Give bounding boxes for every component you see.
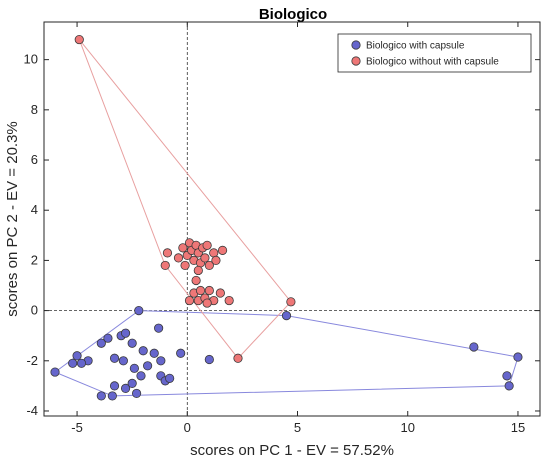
series-1-point bbox=[233, 353, 243, 363]
series-0-point bbox=[109, 353, 120, 363]
series-0-point bbox=[176, 348, 186, 358]
series-0-point bbox=[281, 311, 292, 321]
series-0-point bbox=[504, 381, 514, 391]
series-1-point bbox=[74, 34, 84, 45]
series-0-point bbox=[136, 371, 146, 381]
y-tick-label: -2 bbox=[26, 353, 38, 368]
x-tick-label: 15 bbox=[511, 420, 525, 435]
series-1-point bbox=[178, 243, 188, 253]
series-0-point bbox=[96, 391, 106, 401]
series-0-point bbox=[109, 381, 120, 391]
series-0-point bbox=[72, 351, 82, 361]
y-tick-label: 10 bbox=[24, 52, 38, 67]
ticks-layer: -5 0 5 10 15 -4 -2 0 2 4 6 8 10 bbox=[24, 22, 540, 435]
series-0-point bbox=[127, 338, 137, 348]
series-0-point bbox=[131, 388, 142, 399]
series-0-point bbox=[502, 371, 512, 381]
series-1-point bbox=[200, 253, 210, 263]
legend-label: Biologico with capsule bbox=[366, 41, 465, 52]
series-0-point bbox=[156, 356, 166, 366]
series-0-point bbox=[165, 373, 175, 383]
series-1-point bbox=[204, 285, 214, 296]
series-0-point bbox=[513, 352, 523, 362]
series-1-point bbox=[180, 260, 190, 271]
series-1-point bbox=[162, 248, 173, 258]
series-1-point bbox=[173, 253, 184, 263]
y-axis-title: scores on PC 2 - EV = 20.3% bbox=[4, 121, 21, 317]
series-1-point bbox=[204, 260, 214, 271]
legend-marker bbox=[351, 40, 361, 50]
y-tick-label: 2 bbox=[31, 252, 38, 267]
legend-label: Biologico without with capsule bbox=[366, 57, 499, 68]
series-1-point bbox=[209, 248, 219, 258]
series-1-point bbox=[195, 285, 206, 296]
series-0-point bbox=[154, 323, 164, 333]
series-0-point bbox=[120, 383, 131, 393]
series-0-point bbox=[68, 358, 78, 368]
series-0-point bbox=[103, 333, 113, 343]
series-1-point bbox=[184, 295, 195, 306]
y-tick-label: 4 bbox=[31, 202, 38, 217]
legend: Biologico with capsule Biologico without … bbox=[337, 33, 532, 73]
series-1-point bbox=[215, 288, 225, 298]
series-0-point bbox=[469, 342, 479, 352]
legend-marker bbox=[351, 56, 361, 66]
series-0-point bbox=[96, 338, 106, 348]
series-1-point bbox=[224, 295, 234, 306]
series-0-point bbox=[129, 363, 139, 373]
series-1-point bbox=[193, 265, 203, 276]
series-0-point bbox=[50, 367, 60, 377]
series-0-point bbox=[107, 391, 117, 401]
y-tick-label: 6 bbox=[31, 152, 38, 167]
series-0-point bbox=[134, 305, 144, 316]
series-0-point bbox=[127, 378, 137, 388]
series-1-point bbox=[211, 255, 221, 266]
y-tick-label: 0 bbox=[31, 303, 38, 318]
x-tick-label: 0 bbox=[184, 420, 191, 435]
series-0-point bbox=[76, 358, 87, 368]
x-axis-title: scores on PC 1 - EV = 57.52% bbox=[190, 442, 394, 459]
series-1-point bbox=[217, 245, 228, 255]
series-0-point bbox=[204, 354, 214, 365]
y-tick-label: -4 bbox=[26, 403, 38, 418]
plot-area bbox=[43, 21, 541, 417]
chart-title: Biologico bbox=[259, 6, 327, 23]
legend-box bbox=[337, 33, 532, 73]
series-1-point bbox=[286, 297, 296, 307]
reference-lines bbox=[44, 22, 540, 416]
series-0-point bbox=[149, 348, 159, 358]
series-1-point bbox=[191, 275, 201, 286]
series-0-point bbox=[143, 361, 153, 371]
x-tick-label: -5 bbox=[71, 420, 83, 435]
x-tick-label: 5 bbox=[294, 420, 301, 435]
x-tick-label: 10 bbox=[400, 420, 414, 435]
series-0-point bbox=[138, 346, 148, 356]
series-0-point bbox=[118, 356, 128, 366]
points-layer bbox=[50, 34, 523, 401]
series-0-point bbox=[120, 328, 131, 338]
series-1-point bbox=[202, 298, 212, 308]
series-1-point bbox=[160, 260, 170, 271]
series-1-point bbox=[202, 240, 212, 250]
y-tick-label: 8 bbox=[31, 102, 38, 117]
